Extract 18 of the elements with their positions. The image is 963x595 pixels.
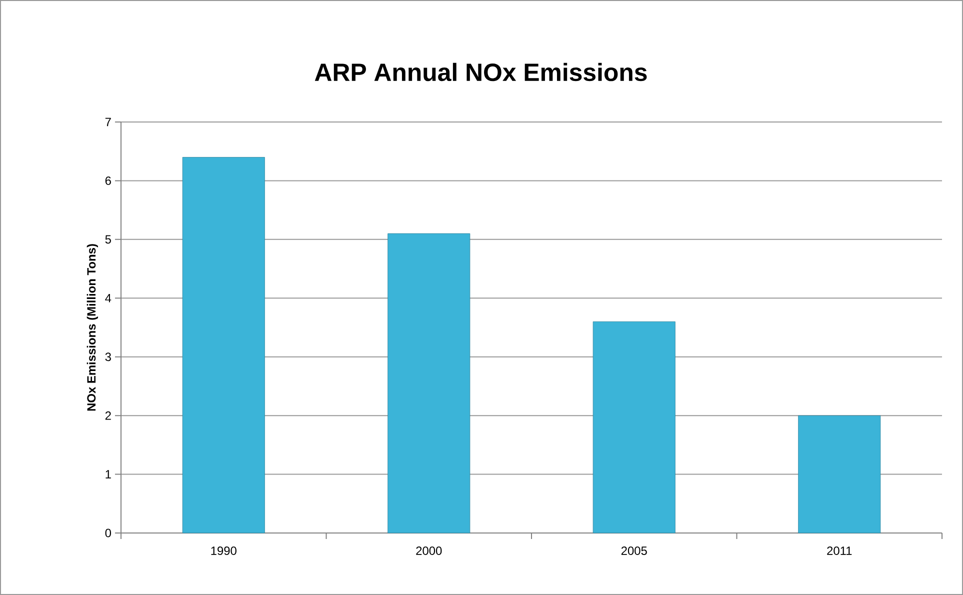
chart-title: ARP Annual NOx Emissions [314, 62, 647, 82]
bar [182, 157, 265, 534]
bar [592, 321, 676, 534]
x-tick-label: 2005 [621, 546, 647, 555]
bar [798, 415, 881, 534]
x-tick-label: 1990 [211, 546, 236, 555]
bar [388, 233, 470, 534]
y-tick-label: 0 [105, 528, 112, 538]
x-tick-label: 2011 [827, 546, 852, 555]
y-tick-label: 3 [105, 352, 111, 362]
x-tick-label: 2000 [416, 546, 442, 555]
y-tick-label: 2 [105, 411, 111, 420]
y-tick-label: 6 [105, 176, 111, 185]
y-tick-label: 1 [106, 470, 111, 478]
y-tick-label: 5 [105, 235, 111, 244]
y-tick-label: 4 [105, 294, 112, 302]
y-tick-label: 7 [105, 118, 111, 126]
y-axis-title: NOx Emissions (Million Tons) [86, 244, 98, 411]
